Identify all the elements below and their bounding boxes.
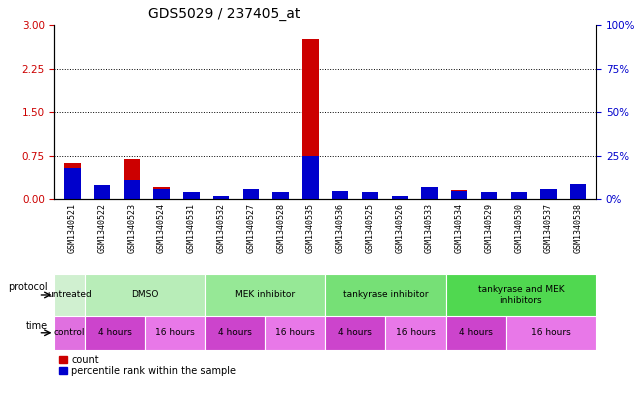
Text: GSM1340533: GSM1340533 <box>425 203 434 253</box>
Text: GSM1340525: GSM1340525 <box>365 203 374 253</box>
Bar <box>481 193 497 199</box>
Bar <box>265 316 326 350</box>
Bar <box>570 184 587 199</box>
Text: 4 hours: 4 hours <box>218 328 252 337</box>
Text: GSM1340527: GSM1340527 <box>246 203 255 253</box>
Bar <box>54 316 85 350</box>
Bar <box>124 180 140 199</box>
Bar <box>64 168 81 199</box>
Text: GSM1340523: GSM1340523 <box>128 203 137 253</box>
Text: GSM1340538: GSM1340538 <box>574 203 583 253</box>
Text: GDS5029 / 237405_at: GDS5029 / 237405_at <box>148 7 301 22</box>
Bar <box>64 163 81 199</box>
Bar <box>243 189 259 199</box>
Bar <box>451 191 467 199</box>
Bar <box>511 193 527 199</box>
Bar <box>421 187 438 199</box>
Text: 4 hours: 4 hours <box>459 328 493 337</box>
Bar <box>183 193 199 199</box>
Text: GSM1340532: GSM1340532 <box>217 203 226 253</box>
Text: 4 hours: 4 hours <box>338 328 372 337</box>
Bar <box>54 274 85 316</box>
Bar <box>213 197 229 199</box>
Bar <box>153 189 170 199</box>
Text: 16 hours: 16 hours <box>155 328 195 337</box>
Bar <box>213 196 229 199</box>
Text: GSM1340524: GSM1340524 <box>157 203 166 253</box>
Bar <box>392 196 408 199</box>
Bar <box>362 194 378 199</box>
Bar <box>332 194 348 199</box>
Bar <box>85 274 205 316</box>
Bar <box>94 185 110 199</box>
Text: GSM1340530: GSM1340530 <box>514 203 523 253</box>
Bar <box>506 316 596 350</box>
Bar <box>124 159 140 199</box>
Bar <box>445 316 506 350</box>
Text: tankyrase inhibitor: tankyrase inhibitor <box>343 290 428 299</box>
Text: untreated: untreated <box>47 290 92 299</box>
Bar <box>183 194 199 199</box>
Bar <box>326 274 445 316</box>
Text: GSM1340537: GSM1340537 <box>544 203 553 253</box>
Bar <box>153 187 170 199</box>
Text: GSM1340528: GSM1340528 <box>276 203 285 253</box>
Text: protocol: protocol <box>8 282 48 292</box>
Legend: count, percentile rank within the sample: count, percentile rank within the sample <box>60 355 236 376</box>
Text: tankyrase and MEK
inhibitors: tankyrase and MEK inhibitors <box>478 285 564 305</box>
Text: GSM1340534: GSM1340534 <box>454 203 463 253</box>
Bar <box>243 189 259 199</box>
Bar <box>85 316 145 350</box>
Bar <box>326 316 385 350</box>
Text: GSM1340522: GSM1340522 <box>97 203 106 253</box>
Bar <box>205 316 265 350</box>
Bar <box>272 194 289 199</box>
Bar <box>392 197 408 199</box>
Text: 16 hours: 16 hours <box>531 328 571 337</box>
Text: GSM1340535: GSM1340535 <box>306 203 315 253</box>
Bar <box>145 316 205 350</box>
Text: 4 hours: 4 hours <box>97 328 131 337</box>
Bar <box>421 188 438 199</box>
Text: MEK inhibitor: MEK inhibitor <box>235 290 296 299</box>
Bar <box>385 316 445 350</box>
Bar <box>451 190 467 199</box>
Bar <box>362 193 378 199</box>
Text: 16 hours: 16 hours <box>395 328 435 337</box>
Bar <box>540 189 556 199</box>
Text: DMSO: DMSO <box>131 290 158 299</box>
Text: 16 hours: 16 hours <box>276 328 315 337</box>
Text: GSM1340531: GSM1340531 <box>187 203 196 253</box>
Text: GSM1340536: GSM1340536 <box>336 203 345 253</box>
Text: GSM1340526: GSM1340526 <box>395 203 404 253</box>
Text: GSM1340529: GSM1340529 <box>485 203 494 253</box>
Text: GSM1340521: GSM1340521 <box>68 203 77 253</box>
Bar <box>303 156 319 199</box>
Bar <box>332 191 348 199</box>
Bar <box>94 189 110 199</box>
Text: time: time <box>26 321 48 331</box>
Bar <box>445 274 596 316</box>
Bar <box>511 194 527 199</box>
Bar <box>303 39 319 199</box>
Bar <box>272 193 289 199</box>
Bar <box>481 194 497 199</box>
Bar <box>570 186 587 199</box>
Text: control: control <box>54 328 85 337</box>
Bar <box>205 274 326 316</box>
Bar <box>540 189 556 199</box>
